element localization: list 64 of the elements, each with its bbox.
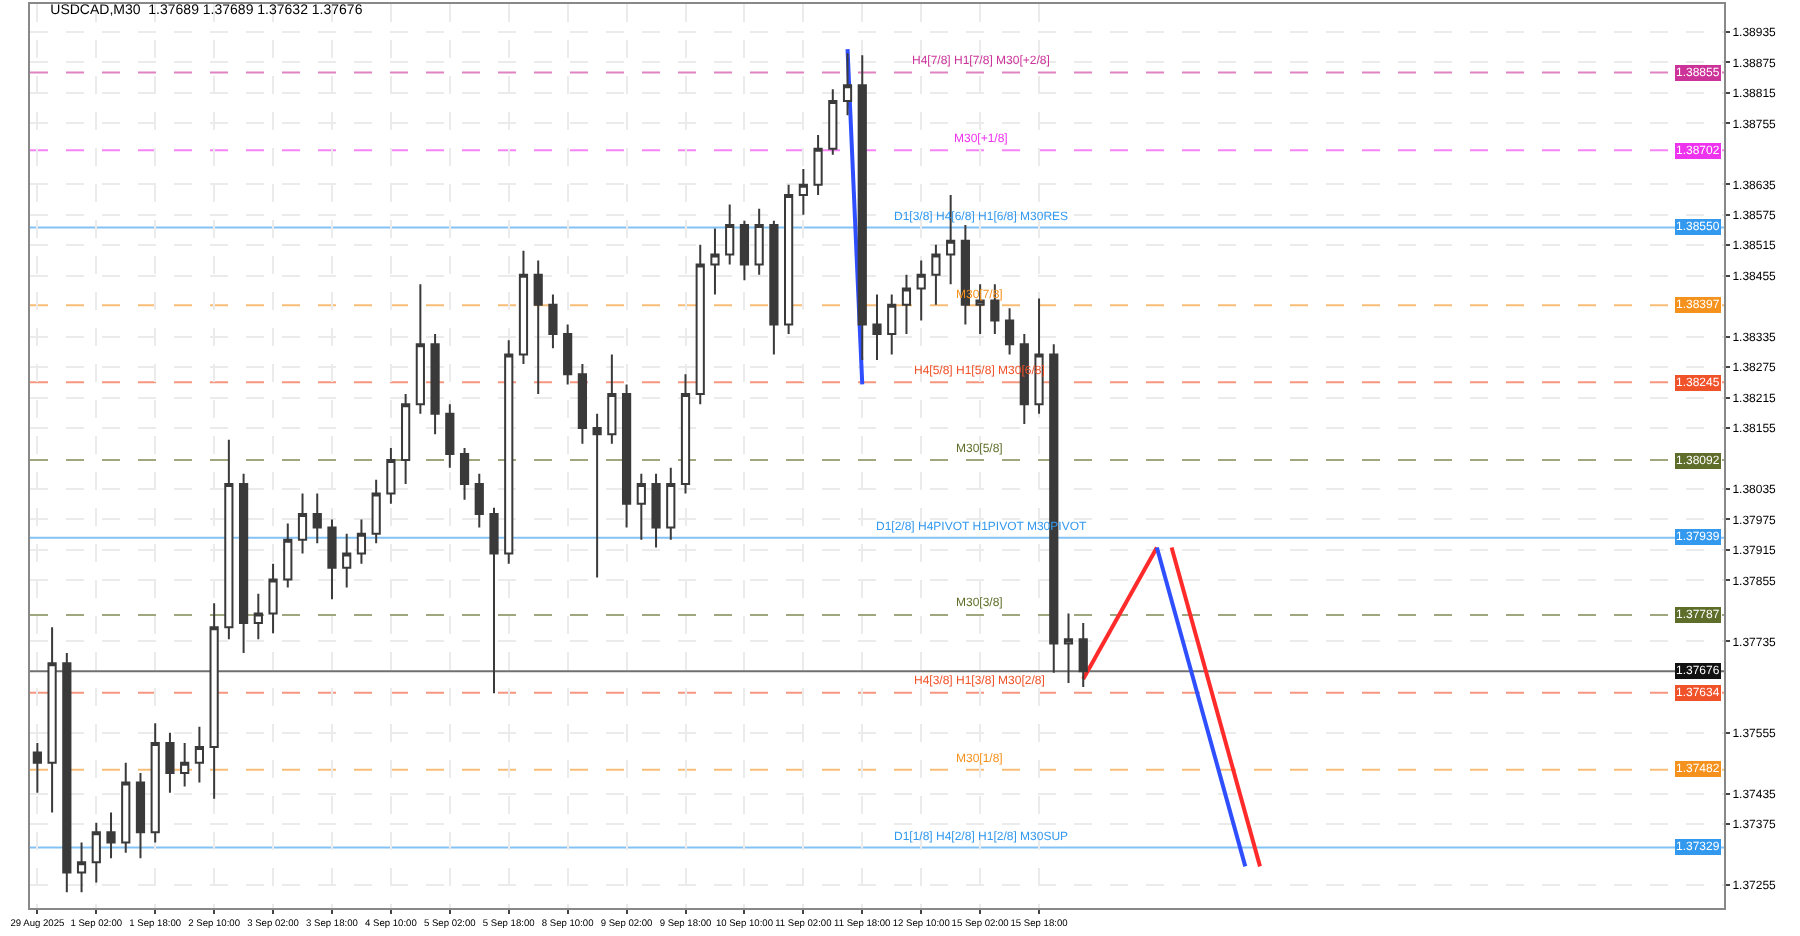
candlestick [577,363,587,445]
candlestick [430,333,440,436]
candlestick [725,203,735,266]
candlestick [135,771,146,860]
candlestick [253,592,263,641]
candlestick [371,478,381,545]
candlestick [754,207,764,276]
candlestick [813,134,823,196]
candlestick [312,492,322,545]
candlestick [165,731,175,794]
candlestick [47,626,57,814]
candlestick [931,243,941,306]
candlestick [533,259,543,396]
candlestick [695,243,705,406]
candlestick [356,518,367,565]
candlestick [415,283,425,415]
candlestick [150,722,160,844]
candlestick [872,293,882,362]
candlestick [518,249,529,366]
candlestick [32,741,42,794]
candlestick [651,472,661,549]
candlestick [91,821,101,884]
candlestick [445,403,455,469]
candlestick [209,602,219,800]
candlestick [504,339,514,565]
candlestick [666,466,676,541]
candlestick [621,383,632,529]
candlestick [784,183,794,336]
candlestick [401,393,411,485]
candlestick [76,841,87,894]
candlestick [548,293,558,350]
candlestick [710,227,720,296]
candlestick [459,446,470,501]
candlestick [592,412,602,579]
candlestick [106,811,116,860]
candlestick [268,562,278,635]
candlestick [1063,612,1074,685]
candlestick [563,323,573,386]
candlestick [474,472,484,529]
candlestick [769,219,779,356]
candlestick [901,273,912,336]
candlestick [916,259,926,322]
candlestick [386,446,396,505]
candlestick [607,353,617,445]
candlestick [1004,307,1015,356]
candlestick [887,293,897,356]
candlestick [224,438,234,641]
candlestick [842,52,853,117]
candlestick [238,472,249,655]
candlestick [62,652,72,894]
candlestick [194,725,204,784]
candlestick [297,492,308,555]
candlestick [342,532,352,589]
candlestick [121,761,131,854]
candlestick [739,219,750,282]
candlestick [636,472,646,541]
candlestick [327,518,337,601]
candlestick [1078,622,1088,689]
candlestick [283,522,293,589]
candlestick [489,506,499,695]
candlestick [828,88,838,156]
candlestick [180,741,190,788]
candlestick [798,168,808,216]
candlestick [680,373,691,495]
